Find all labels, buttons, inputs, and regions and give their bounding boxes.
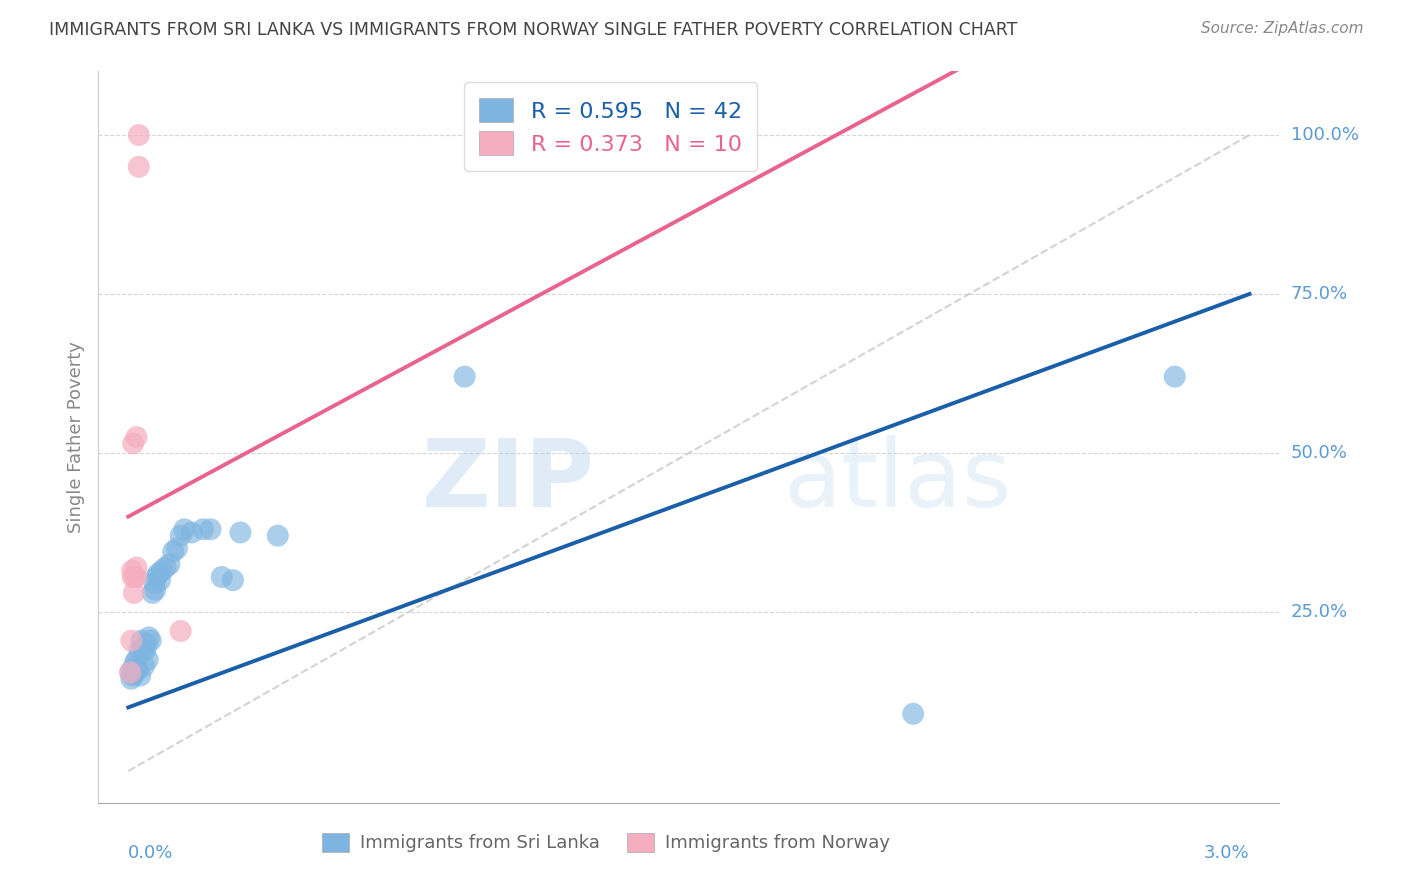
Point bbox=[120, 672, 142, 686]
Point bbox=[121, 564, 143, 578]
Point bbox=[138, 631, 160, 645]
Point bbox=[124, 570, 146, 584]
Text: 50.0%: 50.0% bbox=[1291, 444, 1347, 462]
Text: 25.0%: 25.0% bbox=[1291, 603, 1348, 621]
Point bbox=[149, 573, 172, 587]
Point bbox=[191, 522, 214, 536]
Point bbox=[132, 643, 155, 657]
Point bbox=[142, 586, 165, 600]
Legend: Immigrants from Sri Lanka, Immigrants from Norway: Immigrants from Sri Lanka, Immigrants fr… bbox=[315, 826, 897, 860]
Text: 0.0%: 0.0% bbox=[128, 845, 174, 863]
Point bbox=[180, 525, 202, 540]
Point bbox=[136, 653, 159, 667]
Point bbox=[120, 665, 142, 680]
Point bbox=[211, 570, 233, 584]
Point bbox=[169, 529, 191, 543]
Point bbox=[128, 160, 150, 174]
Point bbox=[122, 665, 145, 680]
Point bbox=[1164, 369, 1187, 384]
Point bbox=[127, 662, 149, 676]
Text: 3.0%: 3.0% bbox=[1204, 845, 1250, 863]
Point bbox=[229, 525, 252, 540]
Point bbox=[200, 522, 222, 536]
Text: IMMIGRANTS FROM SRI LANKA VS IMMIGRANTS FROM NORWAY SINGLE FATHER POVERTY CORREL: IMMIGRANTS FROM SRI LANKA VS IMMIGRANTS … bbox=[49, 21, 1018, 38]
Point bbox=[125, 653, 148, 667]
Y-axis label: Single Father Poverty: Single Father Poverty bbox=[66, 341, 84, 533]
Point bbox=[125, 570, 148, 584]
Point bbox=[143, 582, 166, 597]
Point bbox=[128, 643, 150, 657]
Point bbox=[454, 369, 477, 384]
Point bbox=[166, 541, 188, 556]
Point bbox=[121, 662, 143, 676]
Point bbox=[150, 564, 173, 578]
Point bbox=[162, 544, 184, 558]
Point bbox=[267, 529, 290, 543]
Point bbox=[155, 560, 177, 574]
Point bbox=[125, 665, 148, 680]
Text: atlas: atlas bbox=[783, 435, 1012, 527]
Point bbox=[145, 570, 167, 584]
Point bbox=[148, 566, 170, 581]
Point bbox=[159, 558, 181, 572]
Text: 75.0%: 75.0% bbox=[1291, 285, 1348, 303]
Point bbox=[120, 665, 142, 680]
Point bbox=[131, 633, 153, 648]
Point bbox=[222, 573, 245, 587]
Point bbox=[120, 633, 142, 648]
Point bbox=[129, 668, 152, 682]
Point bbox=[901, 706, 924, 721]
Point bbox=[136, 637, 159, 651]
Point bbox=[173, 522, 195, 536]
Point bbox=[125, 560, 148, 574]
Text: 100.0%: 100.0% bbox=[1291, 126, 1358, 144]
Point bbox=[143, 576, 166, 591]
Point bbox=[121, 570, 143, 584]
Point bbox=[139, 633, 162, 648]
Point bbox=[134, 643, 156, 657]
Text: ZIP: ZIP bbox=[422, 435, 595, 527]
Point bbox=[121, 668, 143, 682]
Point bbox=[169, 624, 191, 638]
Point bbox=[132, 659, 155, 673]
Point bbox=[125, 430, 148, 444]
Point bbox=[124, 656, 146, 670]
Point bbox=[122, 436, 145, 450]
Text: Source: ZipAtlas.com: Source: ZipAtlas.com bbox=[1201, 21, 1364, 36]
Point bbox=[122, 586, 145, 600]
Point bbox=[128, 128, 150, 142]
